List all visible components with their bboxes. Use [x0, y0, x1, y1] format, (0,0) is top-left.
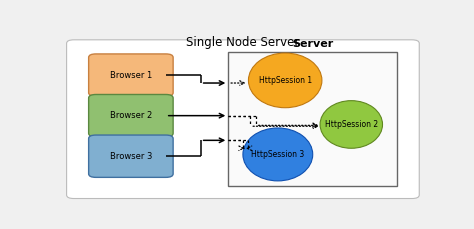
Text: Single Node Server: Single Node Server: [186, 36, 300, 49]
Text: Browser 3: Browser 3: [109, 152, 152, 161]
FancyBboxPatch shape: [89, 95, 173, 137]
Text: Browser 2: Browser 2: [110, 111, 152, 120]
Text: HttpSession 3: HttpSession 3: [251, 150, 304, 159]
FancyBboxPatch shape: [66, 40, 419, 199]
Ellipse shape: [320, 101, 383, 148]
Ellipse shape: [243, 128, 313, 181]
Ellipse shape: [248, 53, 322, 108]
FancyBboxPatch shape: [89, 135, 173, 177]
FancyBboxPatch shape: [228, 52, 397, 186]
FancyBboxPatch shape: [89, 54, 173, 96]
Text: Server: Server: [292, 39, 333, 49]
Text: HttpSession 2: HttpSession 2: [325, 120, 378, 129]
Text: Browser 1: Browser 1: [110, 71, 152, 80]
Text: HttpSession 1: HttpSession 1: [259, 76, 312, 85]
